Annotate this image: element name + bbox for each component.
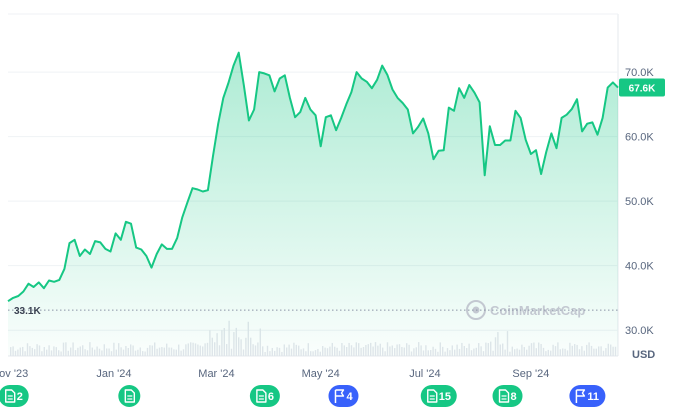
- x-axis: Nov '23 Jan '24 Mar '24 May '24 Jul '24 Sep '…: [0, 368, 549, 380]
- document-icon: [498, 389, 510, 403]
- event-badge[interactable]: [492, 385, 523, 407]
- y-tick-label: 60.0K: [625, 132, 654, 144]
- event-count: 11: [587, 391, 599, 403]
- event-badge[interactable]: [249, 385, 280, 407]
- document-icon: [427, 389, 438, 403]
- event-count: 6: [268, 391, 274, 403]
- flag-icon: [575, 389, 586, 403]
- x-tick-label: Nov '23: [0, 368, 28, 380]
- watermark-text: CoinMarketCap: [490, 303, 585, 318]
- event-count: 15: [439, 391, 451, 403]
- event-marker[interactable]: 4: [328, 385, 359, 407]
- current-price-tag: [619, 78, 665, 97]
- y-axis: 30.0K 40.0K 50.0K 60.0K 70.0K USD: [625, 67, 655, 361]
- open-price-label: 33.1K: [14, 306, 41, 317]
- document-icon: [5, 389, 16, 403]
- y-tick-label: 40.0K: [625, 261, 654, 273]
- y-tick-label: 50.0K: [625, 196, 654, 208]
- event-count: 2: [17, 391, 23, 403]
- event-marker[interactable]: 6: [249, 385, 280, 407]
- currency-label: USD: [632, 349, 655, 361]
- x-tick-label: Jul '24: [409, 368, 440, 380]
- document-icon: [256, 389, 267, 403]
- flag-icon: [334, 389, 345, 403]
- x-tick-label: Sep '24: [512, 368, 549, 380]
- price-area: [7, 51, 619, 356]
- price-area-fill: [8, 52, 618, 356]
- x-tick-label: Mar '24: [198, 368, 234, 380]
- y-tick-label: 30.0K: [625, 325, 654, 337]
- event-marker[interactable]: 8: [492, 385, 523, 407]
- y-tick-label: 70.0K: [625, 67, 654, 79]
- event-marker[interactable]: 2: [0, 385, 29, 407]
- event-count: 8: [511, 391, 517, 403]
- event-marker[interactable]: 15: [420, 385, 457, 407]
- current-price-label: 67.6K: [629, 84, 656, 95]
- event-marker[interactable]: [118, 385, 141, 407]
- x-tick-label: Jan '24: [96, 368, 131, 380]
- event-count: 4: [346, 391, 353, 403]
- value-tags: 33.1K 67.6K: [8, 78, 665, 317]
- price-line: [7, 51, 619, 303]
- event-markers: 2 6 4 15 8 11: [0, 385, 606, 407]
- document-icon: [124, 389, 136, 403]
- event-marker[interactable]: 11: [569, 385, 606, 407]
- x-tick-label: May '24: [302, 368, 340, 380]
